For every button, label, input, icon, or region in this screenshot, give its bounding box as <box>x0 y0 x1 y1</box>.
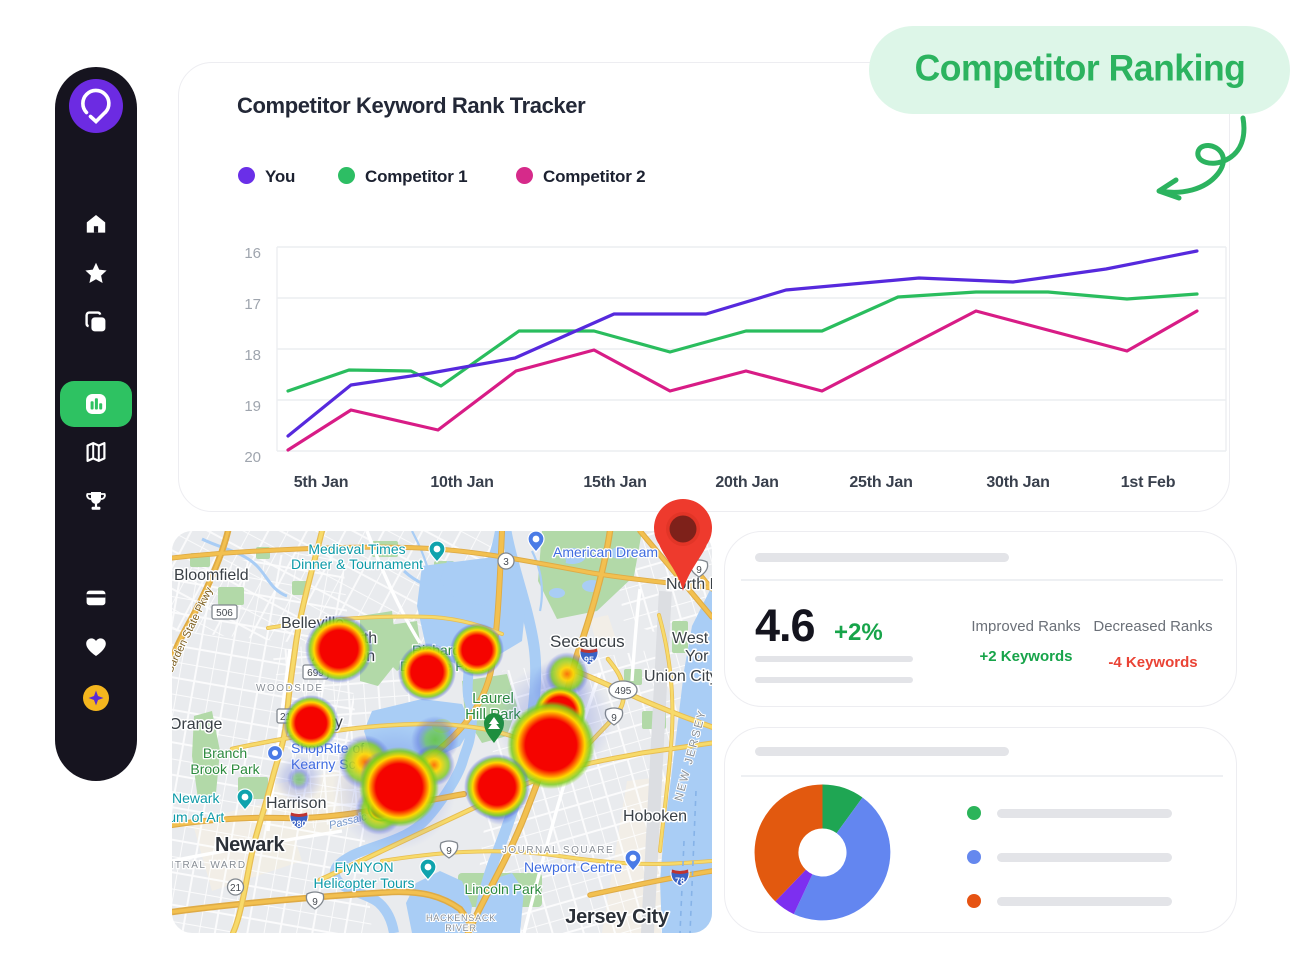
svg-text:WOODSIDE: WOODSIDE <box>256 683 324 694</box>
svg-text:21: 21 <box>230 883 242 894</box>
svg-text:ENTRAL WARD: ENTRAL WARD <box>172 860 247 871</box>
svg-text:Bloomfield: Bloomfield <box>174 567 249 584</box>
svg-text:Newark: Newark <box>215 834 286 856</box>
svg-text:495: 495 <box>615 686 632 697</box>
svg-text:Jersey City: Jersey City <box>565 906 670 928</box>
svg-text:3: 3 <box>503 557 509 568</box>
svg-text:FlyNYON: FlyNYON <box>334 859 393 875</box>
svg-text:Helicopter Tours: Helicopter Tours <box>314 875 415 891</box>
svg-text:Museum of Art: Museum of Art <box>172 809 224 825</box>
svg-text:30th Jan: 30th Jan <box>986 474 1049 491</box>
svg-text:West N: West N <box>672 630 712 647</box>
svg-text:HACKENSACK: HACKENSACK <box>426 913 496 923</box>
svg-text:10th Jan: 10th Jan <box>430 474 493 491</box>
svg-text:15th Jan: 15th Jan <box>583 474 646 491</box>
svg-text:9: 9 <box>312 897 318 908</box>
svg-text:Yor: Yor <box>685 648 709 665</box>
svg-text:78: 78 <box>675 876 685 886</box>
svg-text:Medieval Times: Medieval Times <box>308 541 405 557</box>
svg-text:Hoboken: Hoboken <box>623 808 687 825</box>
svg-text:20th Jan: 20th Jan <box>715 474 778 491</box>
svg-text:16: 16 <box>244 245 261 262</box>
svg-text:Lincoln Park: Lincoln Park <box>464 881 542 897</box>
svg-text:19: 19 <box>244 398 261 415</box>
svg-text:25th Jan: 25th Jan <box>849 474 912 491</box>
svg-text:5th Jan: 5th Jan <box>294 474 349 491</box>
svg-text:Union City: Union City <box>644 668 712 685</box>
svg-text:North B: North B <box>666 576 712 593</box>
svg-text:Brook Park: Brook Park <box>190 761 260 777</box>
svg-text:1st Feb: 1st Feb <box>1121 474 1176 491</box>
svg-text:280: 280 <box>291 819 306 829</box>
svg-text:95: 95 <box>584 655 594 665</box>
svg-text:20: 20 <box>244 449 261 466</box>
svg-text:9: 9 <box>446 846 452 857</box>
svg-text:RIVER: RIVER <box>445 923 477 933</box>
svg-text:9: 9 <box>696 565 702 576</box>
svg-text:The Newark: The Newark <box>172 790 220 806</box>
svg-text:Branch: Branch <box>203 745 247 761</box>
svg-text:18: 18 <box>244 347 261 364</box>
svg-text:9: 9 <box>611 713 617 724</box>
svg-text:Newport Centre: Newport Centre <box>524 859 622 875</box>
svg-text:Orange: Orange <box>172 716 222 733</box>
svg-text:Dinner & Tournament: Dinner & Tournament <box>291 556 423 572</box>
svg-text:Secaucus: Secaucus <box>550 632 625 651</box>
svg-text:17: 17 <box>244 296 261 313</box>
svg-text:506: 506 <box>216 608 233 619</box>
svg-text:American Dream: American Dream <box>553 544 658 560</box>
svg-text:JOURNAL SQUARE: JOURNAL SQUARE <box>502 845 614 856</box>
